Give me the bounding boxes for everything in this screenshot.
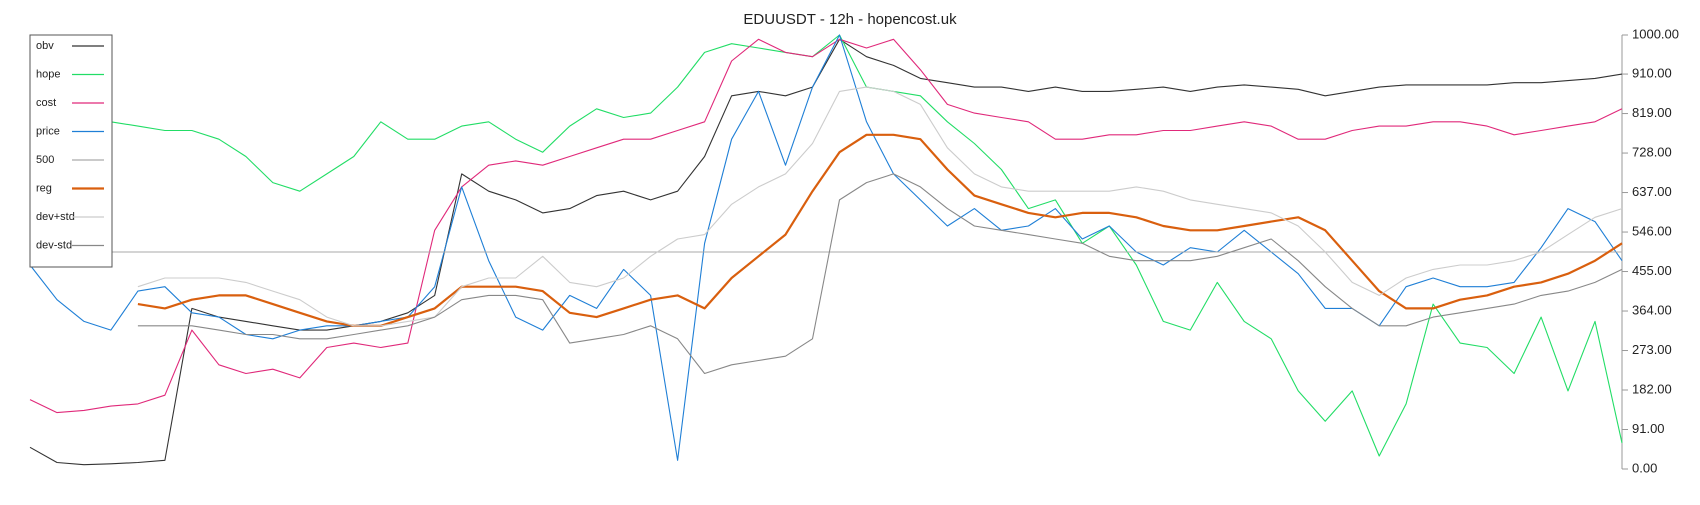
y-tick-label: 91.00 [1632, 421, 1665, 436]
series-line [29, 38, 1623, 414]
legend: obv hope cost price 500 reg dev+std dev-std [29, 34, 113, 268]
legend-label: hope [36, 68, 60, 80]
series-line [29, 38, 1623, 466]
series-line [29, 34, 1623, 461]
y-tick-label: 1000.00 [1632, 26, 1679, 41]
y-tick-label: 0.00 [1632, 460, 1657, 475]
y-tick-label: 819.00 [1632, 105, 1672, 120]
y-tick-label: 273.00 [1632, 342, 1672, 357]
series-line [137, 133, 1623, 327]
legend-label: cost [36, 97, 56, 109]
legend-box [29, 34, 113, 268]
chart-title: EDUUSDT - 12h - hopencost.uk [743, 11, 957, 28]
y-tick-label: 910.00 [1632, 65, 1672, 80]
y-tick-label: 455.00 [1632, 263, 1672, 278]
y-tick-label: 728.00 [1632, 144, 1672, 159]
legend-label: dev+std [36, 211, 75, 223]
y-tick-label: 637.00 [1632, 184, 1672, 199]
series-line [110, 34, 1623, 457]
legend-label: 500 [36, 154, 54, 166]
y-tick-label: 182.00 [1632, 381, 1672, 396]
series-line [137, 173, 1623, 375]
legend-label: reg [36, 182, 52, 194]
legend-label: price [36, 125, 60, 137]
y-tick-label: 546.00 [1632, 223, 1672, 238]
legend-label: obv [36, 40, 54, 52]
legend-label: dev-std [36, 239, 72, 251]
y-tick-label: 364.00 [1632, 302, 1672, 317]
series-line [137, 86, 1623, 327]
